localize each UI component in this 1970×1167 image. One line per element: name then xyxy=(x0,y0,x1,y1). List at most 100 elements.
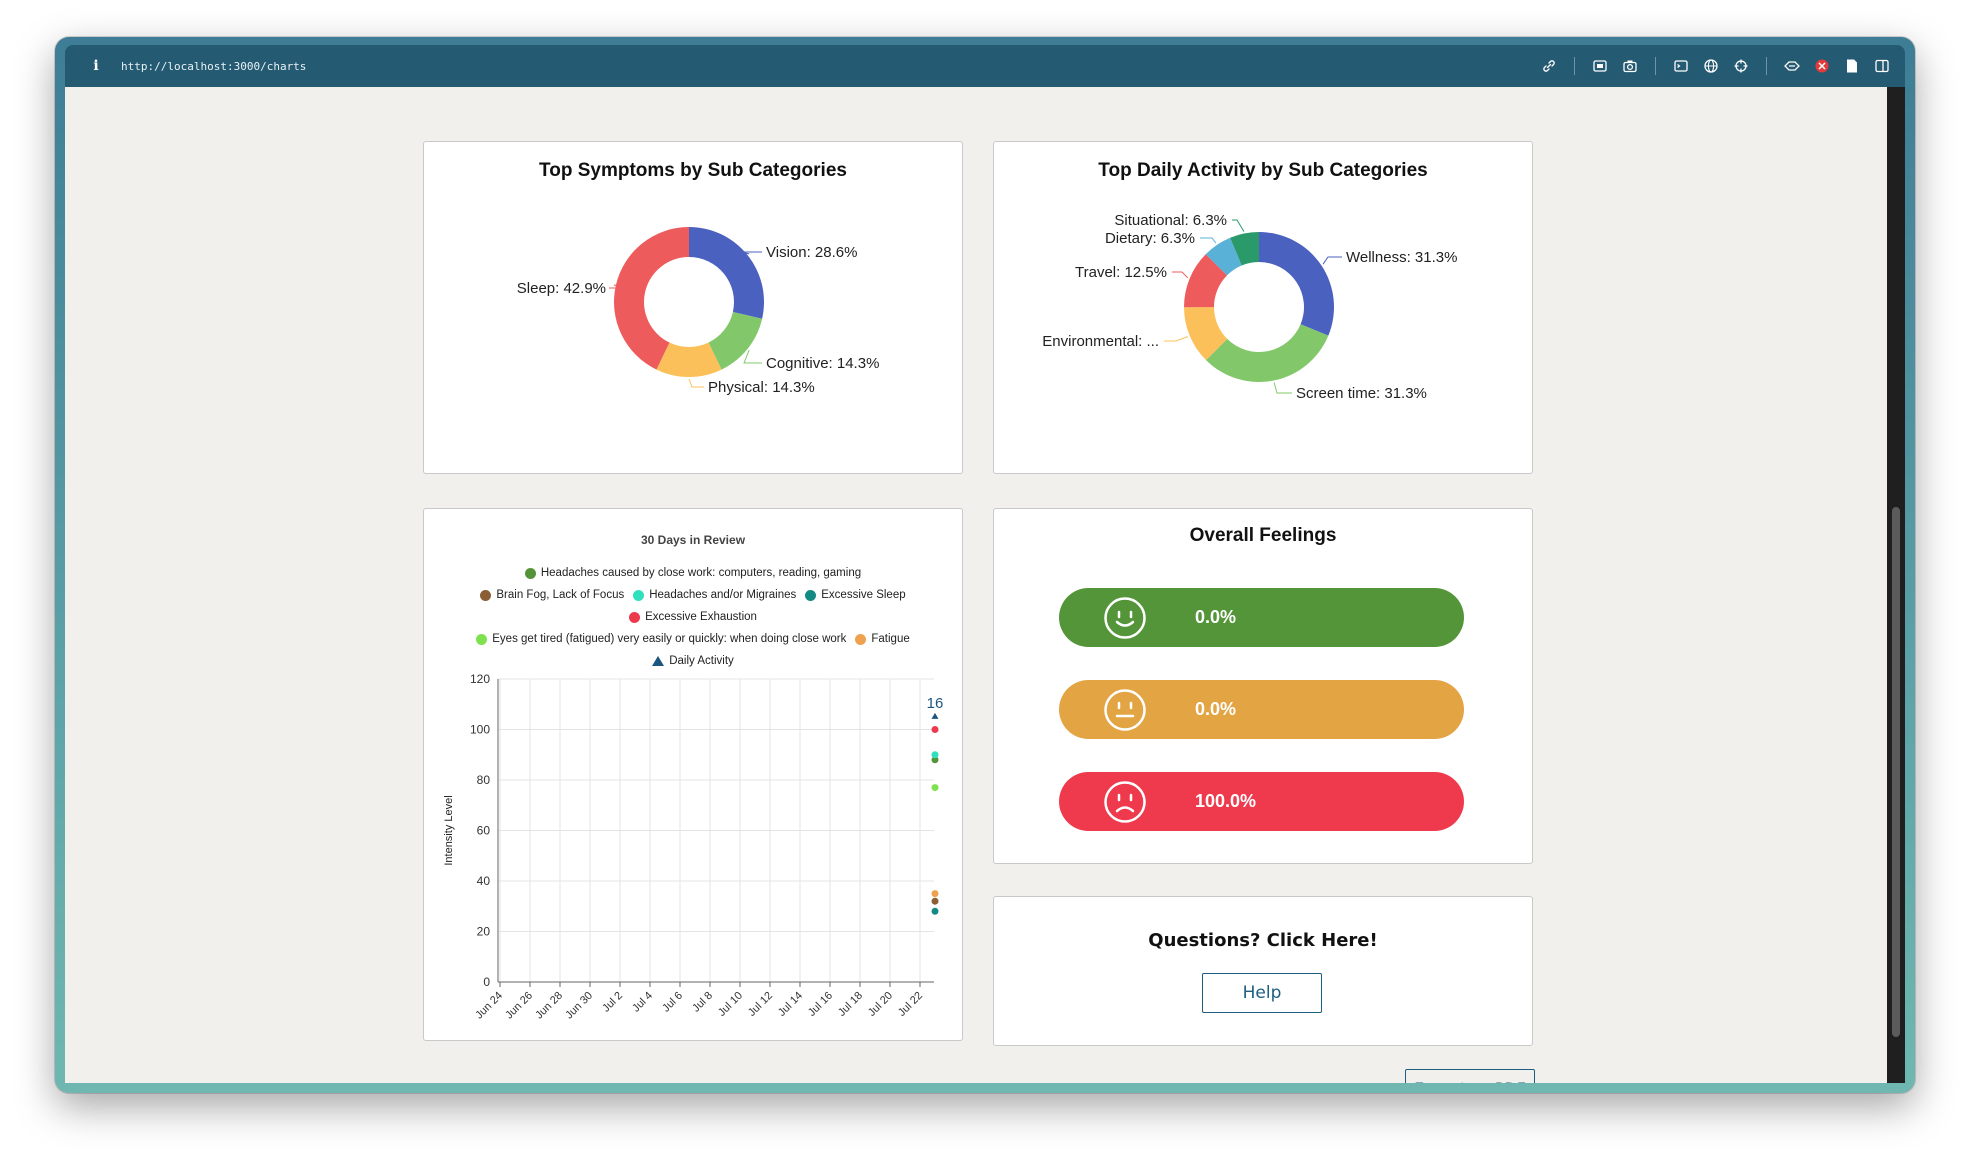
data-point[interactable] xyxy=(931,751,939,759)
donut-slice[interactable] xyxy=(1230,232,1259,266)
sad-percent: 100.0% xyxy=(1195,791,1257,811)
neutral-face-icon xyxy=(1104,688,1146,731)
y-tick-label: 120 xyxy=(470,672,490,686)
data-point[interactable] xyxy=(931,890,939,898)
scrollbar-thumb[interactable] xyxy=(1892,507,1900,1037)
label-leader-line xyxy=(1322,256,1342,265)
data-point[interactable] xyxy=(931,712,939,719)
label-leader-line xyxy=(1232,219,1245,232)
feelings-title: Overall Feelings xyxy=(1189,525,1337,546)
x-tick-label: Jun 28 xyxy=(533,990,565,1022)
legend-item[interactable]: Excessive Exhaustion xyxy=(629,611,757,623)
activity-donut-chart: Wellness: 31.3% Screen time: 31.3% Environ… xyxy=(1042,212,1457,402)
x-tick-label: Jul 18 xyxy=(836,990,865,1019)
donut-slice-label: Environmental: ... xyxy=(1042,333,1159,350)
link-icon[interactable] xyxy=(1540,57,1558,75)
y-tick-label: 80 xyxy=(477,773,491,787)
address-bar[interactable]: http://localhost:3000/charts xyxy=(121,59,307,73)
questions-card: Questions? Click Here! Help xyxy=(993,896,1533,1046)
donut-slice[interactable] xyxy=(708,312,763,370)
smile-face-icon xyxy=(1104,596,1146,639)
data-point[interactable] xyxy=(931,756,939,764)
x-tick-label: Jun 26 xyxy=(503,990,535,1022)
legend-item[interactable]: Eyes get tired (fatigued) very easily or… xyxy=(476,633,846,645)
donut-slice-label: Physical: 14.3% xyxy=(708,379,815,396)
camera-icon[interactable] xyxy=(1621,57,1639,75)
crosshair-icon[interactable] xyxy=(1732,57,1750,75)
symptoms-card: Top Symptoms by Sub Categories Vision: 2… xyxy=(423,141,963,474)
review-card: 30 Days in Review Headaches caused by cl… xyxy=(423,508,963,1041)
data-point[interactable] xyxy=(931,897,939,905)
questions-title: Questions? Click Here! xyxy=(1148,930,1378,951)
x-tick-label: Jul 4 xyxy=(630,990,655,1015)
export-pdf-button[interactable]: Export as PDF xyxy=(1405,1069,1535,1083)
sidebar-toggle-icon[interactable] xyxy=(1873,57,1891,75)
x-tick-label: Jul 6 xyxy=(660,990,685,1015)
legend-item[interactable]: Headaches and/or Migraines xyxy=(633,589,796,601)
donut-slice[interactable] xyxy=(1184,254,1228,308)
x-tick-label: Jul 22 xyxy=(896,990,925,1019)
donut-slice-label: Situational: 6.3% xyxy=(1114,212,1227,229)
legend-item[interactable]: Excessive Sleep xyxy=(805,589,906,601)
donut-slice-label: Vision: 28.6% xyxy=(766,244,857,261)
x-tick-label: Jul 14 xyxy=(776,990,805,1019)
label-leader-line xyxy=(1164,336,1189,342)
donut-slice-label: Wellness: 31.3% xyxy=(1346,249,1457,266)
donut-slice[interactable] xyxy=(1205,237,1242,276)
symptoms-donut-chart: Vision: 28.6% Cognitive: 14.3% Physical: 1… xyxy=(517,227,879,396)
donut-slice[interactable] xyxy=(1184,307,1228,361)
sad-feeling-bar: 100.0% xyxy=(1059,772,1464,831)
donut-slice[interactable] xyxy=(1259,232,1334,336)
extensions-icon[interactable] xyxy=(1783,57,1801,75)
y-tick-label: 100 xyxy=(470,723,490,737)
chart-legend: Headaches caused by close work: computer… xyxy=(424,562,962,672)
label-leader-line xyxy=(741,251,762,255)
legend-item[interactable]: Fatigue xyxy=(855,633,910,645)
x-tick-label: Jun 24 xyxy=(473,990,505,1022)
help-button[interactable]: Help xyxy=(1202,973,1322,1013)
x-tick-label: Jul 2 xyxy=(600,990,625,1015)
donut-slice[interactable] xyxy=(1206,324,1329,382)
data-point[interactable] xyxy=(931,907,939,915)
x-tick-label: Jul 12 xyxy=(746,990,775,1019)
document-icon[interactable] xyxy=(1843,57,1861,75)
donut-slice[interactable] xyxy=(614,227,689,370)
x-tick-label: Jul 10 xyxy=(716,990,745,1019)
frown-face-icon xyxy=(1104,780,1146,823)
data-point[interactable] xyxy=(931,784,939,792)
donut-slice[interactable] xyxy=(689,227,764,319)
browser-window: i http://localhost:3000/charts xyxy=(55,37,1915,1093)
legend-item[interactable]: Daily Activity xyxy=(652,655,734,667)
y-tick-label: 0 xyxy=(483,975,490,989)
label-leader-line xyxy=(1273,382,1292,394)
blocked-icon[interactable] xyxy=(1813,57,1831,75)
donut-slice-label: Dietary: 6.3% xyxy=(1105,230,1195,247)
data-point[interactable] xyxy=(931,726,939,733)
label-leader-line xyxy=(609,284,625,289)
donut-slice[interactable] xyxy=(656,342,722,377)
y-tick-label: 60 xyxy=(477,824,491,838)
label-leader-line xyxy=(743,349,762,364)
browser-toolbar: i http://localhost:3000/charts xyxy=(65,45,1905,87)
happy-percent: 0.0% xyxy=(1195,607,1237,627)
y-tick-label: 20 xyxy=(477,925,491,939)
terminal-icon[interactable] xyxy=(1672,57,1690,75)
globe-icon[interactable] xyxy=(1702,57,1720,75)
feelings-card: Overall Feelings 0.0% 0.0% 100.0% xyxy=(993,508,1533,864)
neutral-percent: 0.0% xyxy=(1195,699,1237,719)
legend-item[interactable]: Brain Fog, Lack of Focus xyxy=(480,589,624,601)
x-tick-label: Jul 20 xyxy=(866,990,895,1019)
x-tick-label: Jul 16 xyxy=(806,990,835,1019)
donut-slice-label: Screen time: 31.3% xyxy=(1296,385,1427,402)
donut-slice-label: Sleep: 42.9% xyxy=(517,280,606,297)
info-icon[interactable]: i xyxy=(93,58,99,74)
screenshot-area-icon[interactable] xyxy=(1591,57,1609,75)
donut-slice-label: Cognitive: 14.3% xyxy=(766,355,879,372)
legend-item[interactable]: Headaches caused by close work: computer… xyxy=(524,567,861,579)
y-tick-label: 40 xyxy=(477,874,491,888)
symptoms-title: Top Symptoms by Sub Categories xyxy=(539,160,847,181)
scrollbar[interactable] xyxy=(1887,87,1905,1083)
x-tick-label: Jun 30 xyxy=(563,990,595,1022)
data-label: 16 xyxy=(927,695,944,712)
